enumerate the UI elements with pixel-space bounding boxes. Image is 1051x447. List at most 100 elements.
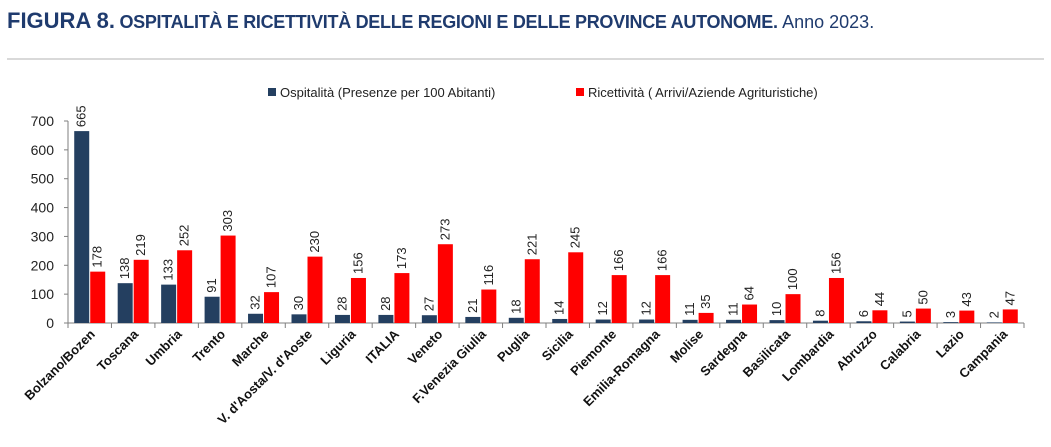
bar-ospitalita [769, 320, 785, 323]
bar-ricettivita [568, 252, 584, 323]
x-tick-label: Molise [667, 327, 706, 366]
bar-ricettivita [481, 289, 497, 323]
x-tick-label: Toscana [94, 326, 142, 374]
data-label: 18 [508, 299, 523, 313]
bar-ospitalita [421, 315, 437, 323]
x-tick-label: Lazio [933, 326, 967, 360]
legend-ospitalita-label: Ospitalità (Presenze per 100 Abitanti) [280, 85, 495, 100]
data-label: 64 [742, 286, 757, 300]
data-label: 12 [639, 301, 654, 315]
title-main: OSPITALITÀ E RICETTIVITÀ DELLE REGIONI E… [119, 12, 778, 32]
bar-ospitalita [986, 322, 1002, 323]
bar-ospitalita [639, 319, 655, 323]
bar-ospitalita [248, 313, 264, 323]
chart-title: FIGURA 8. OSPITALITÀ E RICETTIVITÀ DELLE… [7, 8, 874, 34]
bar-ricettivita [90, 271, 106, 323]
bar-ricettivita [437, 244, 453, 323]
legend-ospitalita-swatch [268, 88, 276, 96]
data-label: 2 [986, 311, 1001, 318]
bar-ospitalita [117, 283, 133, 323]
data-label: 28 [334, 296, 349, 310]
bar-ospitalita [899, 321, 915, 323]
bar-ospitalita [291, 314, 307, 323]
bar-ricettivita [394, 273, 410, 323]
x-tick-label: F.Venezia Giulia [409, 326, 489, 406]
bar-ricettivita [828, 277, 844, 323]
bar-ricettivita [350, 277, 366, 323]
bar-ospitalita [726, 319, 742, 323]
data-label: 156 [828, 252, 843, 274]
bar-ospitalita [74, 131, 90, 323]
bar-ospitalita [943, 322, 959, 323]
bar-ricettivita [307, 256, 323, 323]
bar-ricettivita [133, 259, 149, 323]
bar-ricettivita [698, 312, 714, 323]
y-tick-label: 500 [31, 171, 55, 187]
data-label: 32 [248, 295, 263, 309]
data-label: 14 [552, 300, 567, 314]
data-label: 230 [307, 231, 322, 253]
data-label: 221 [524, 234, 539, 256]
data-label: 21 [465, 298, 480, 312]
bar-ricettivita [611, 275, 627, 323]
x-tick-label: Sicilia [539, 326, 577, 364]
y-tick-label: 600 [31, 142, 55, 158]
figure-number: FIGURA 8. [7, 8, 115, 33]
bar-ricettivita [177, 250, 193, 323]
bar-ricettivita [524, 259, 540, 323]
data-label: 273 [437, 219, 452, 241]
bar-ospitalita [682, 319, 698, 323]
data-label: 28 [378, 296, 393, 310]
title-divider [7, 58, 1044, 60]
bar-ricettivita [264, 292, 280, 323]
bar-ospitalita [161, 284, 177, 323]
x-tick-label: Puglia [494, 326, 533, 365]
bar-ricettivita [915, 308, 931, 323]
data-label: 100 [785, 268, 800, 290]
data-label: 10 [769, 302, 784, 316]
data-label: 178 [90, 246, 105, 268]
y-tick-label: 100 [31, 286, 55, 302]
bar-ospitalita [378, 314, 394, 323]
data-label: 91 [204, 278, 219, 292]
legend: Ospitalità (Presenze per 100 Abitanti) Ri… [268, 85, 818, 100]
data-label: 47 [1002, 291, 1017, 305]
data-label: 11 [682, 302, 697, 316]
data-label: 156 [350, 252, 365, 274]
data-label: 665 [74, 105, 89, 127]
data-label: 35 [698, 294, 713, 308]
bar-ospitalita [465, 316, 481, 323]
data-label: 303 [220, 210, 235, 232]
y-tick-label: 700 [31, 113, 55, 129]
data-label: 116 [481, 265, 496, 286]
bar-ospitalita [334, 314, 350, 323]
data-label: 166 [655, 249, 670, 271]
data-label: 173 [394, 247, 409, 269]
x-tick-label: Emilia-Romagna [580, 326, 663, 409]
x-tick-label: Marche [229, 327, 272, 370]
bar-ricettivita [1002, 309, 1018, 323]
data-label: 30 [291, 296, 306, 310]
bar-ospitalita [595, 319, 611, 323]
y-tick-label: 200 [31, 257, 55, 273]
x-tick-label: Liguria [317, 326, 359, 368]
x-tick-label: ITALIA [362, 326, 402, 366]
x-tick-label: Trento [190, 326, 229, 365]
data-label: 27 [421, 297, 436, 311]
data-label: 44 [872, 292, 887, 306]
legend-ricettivita-label: Ricettività ( Arrivi/Aziende Agrituristi… [588, 85, 818, 100]
data-label: 8 [812, 309, 827, 316]
data-label: 219 [133, 234, 148, 256]
data-label: 138 [117, 257, 132, 279]
bar-ricettivita [742, 304, 758, 323]
data-label: 5 [899, 310, 914, 317]
data-label: 50 [915, 290, 930, 304]
data-label: 43 [959, 292, 974, 306]
data-label: 107 [264, 266, 279, 288]
x-tick-label: Abruzzo [833, 326, 880, 373]
x-tick-label: Veneto [405, 326, 446, 367]
title-year: Anno 2023. [782, 12, 875, 32]
data-label: 12 [595, 301, 610, 315]
data-label: 166 [611, 249, 626, 271]
